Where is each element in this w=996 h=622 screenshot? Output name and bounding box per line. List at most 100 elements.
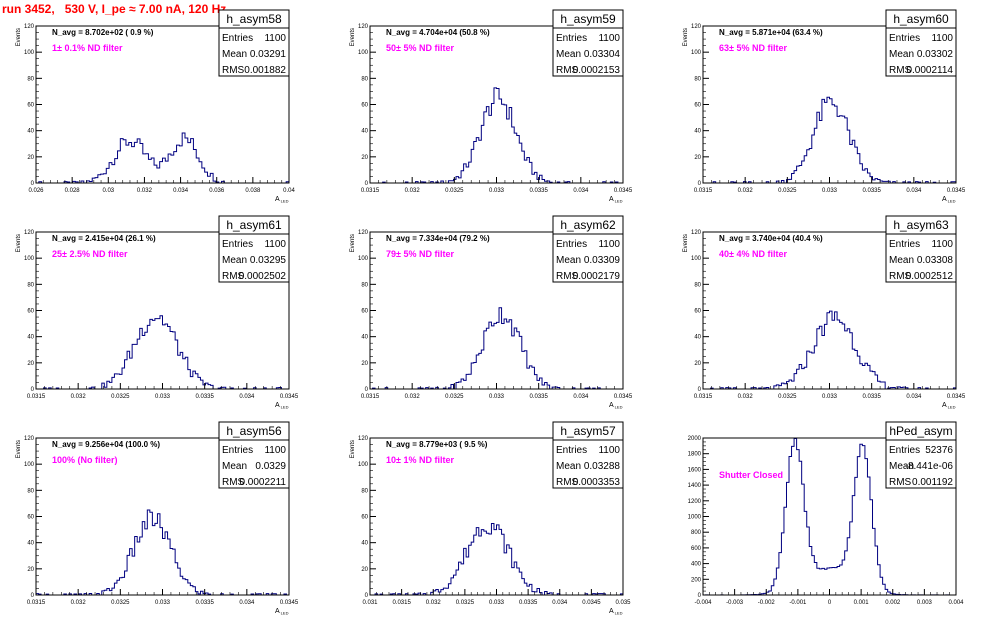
- stats-box: h_asym59 Entries 1100 Mean 0.03304 RMS0.00021…: [552, 9, 624, 77]
- y-axis-label: Events: [683, 234, 689, 252]
- y-tick-label: 1600: [688, 467, 702, 473]
- stat-value: 0.03309: [584, 255, 621, 266]
- x-tick-label: 0.034: [552, 600, 568, 606]
- stat-label: RMS: [222, 271, 245, 282]
- y-tick-label: 40: [27, 129, 34, 135]
- stat-value: 0.03295: [250, 255, 287, 266]
- x-tick-label: 0.038: [245, 188, 261, 194]
- y-tick-label: 100: [691, 50, 702, 56]
- y-tick-label: 0: [365, 181, 369, 187]
- stats-box: h_asym61 Entries 1100 Mean 0.03295 RMS0.00025…: [218, 215, 290, 283]
- x-tick-label: 0.033: [822, 188, 838, 194]
- x-tick-label: 0.036: [209, 188, 225, 194]
- histogram-panel-hPed_asym: 0 200 400 600 800 1000 1200 1400 1600 1800 2000 -0.…: [688, 421, 964, 606]
- stat-value: 1100: [264, 445, 286, 456]
- x-tick-label: 0.0325: [445, 394, 464, 400]
- x-tick-label: 0.0345: [280, 600, 299, 606]
- histogram-name: h_asym61: [226, 218, 282, 232]
- x-tick-label: 0.0335: [519, 600, 538, 606]
- stats-box-frame: [218, 215, 290, 283]
- x-tick-label: 0.031: [362, 600, 378, 606]
- stat-label: Mean: [556, 255, 581, 266]
- stat-value: -8.441e-06: [905, 461, 954, 472]
- y-tick-label: 1400: [688, 483, 702, 489]
- stat-label: RMS: [889, 271, 912, 282]
- stat-label: Entries: [222, 239, 253, 250]
- x-tick-label: 0.0345: [947, 394, 966, 400]
- navg-label: N_avg = 7.334e+04 (79.2 %): [386, 234, 490, 243]
- y-tick-label: 60: [361, 515, 368, 521]
- stat-label: Entries: [556, 33, 587, 44]
- x-tick-label: -0.001: [789, 600, 807, 606]
- x-tick-label: 0.001: [854, 600, 870, 606]
- y-axis-label: Events: [16, 234, 22, 252]
- filter-label: Shutter Closed: [719, 470, 783, 480]
- y-tick-label: 0: [365, 387, 369, 393]
- x-tick-label: 0.04: [283, 188, 295, 194]
- stat-label: Mean: [556, 49, 581, 60]
- y-tick-label: 120: [691, 24, 702, 30]
- y-tick-label: 40: [361, 129, 368, 135]
- x-axis-label: ALED: [609, 402, 623, 410]
- navg-label: N_avg = 2.415e+04 (26.1 %): [52, 234, 156, 243]
- y-tick-label: 1800: [688, 452, 702, 458]
- y-tick-label: 200: [691, 577, 702, 583]
- x-tick-label: 0.026: [28, 188, 44, 194]
- y-tick-label: 80: [361, 282, 368, 288]
- x-tick-label: 0.033: [822, 394, 838, 400]
- stat-value: 0.03291: [250, 49, 287, 60]
- y-tick-label: 400: [691, 562, 702, 568]
- stat-label: RMS: [556, 477, 579, 488]
- stat-label: RMS: [222, 477, 245, 488]
- filter-label: 50± 5% ND filter: [386, 43, 454, 53]
- stat-value: 0.0002512: [906, 271, 954, 282]
- x-tick-label: 0.033: [489, 188, 505, 194]
- x-axis-label: ALED: [609, 608, 623, 616]
- y-tick-label: 1200: [688, 499, 702, 505]
- y-axis-label: Events: [16, 28, 22, 46]
- stat-label: Entries: [556, 239, 587, 250]
- x-axis-label: ALED: [275, 196, 289, 204]
- x-axis-label: ALED: [942, 196, 956, 204]
- x-tick-label: 0.0315: [27, 394, 46, 400]
- stat-value: 52376: [925, 445, 953, 456]
- histogram-name: h_asym58: [226, 12, 282, 26]
- y-tick-label: 100: [358, 462, 369, 468]
- y-axis-label: Events: [350, 28, 356, 46]
- x-tick-label: 0.033: [155, 394, 171, 400]
- y-axis-label: Events: [683, 28, 689, 46]
- filter-label: 40± 4% ND filter: [719, 249, 787, 259]
- stats-box-frame: [552, 9, 624, 77]
- y-tick-label: 20: [694, 361, 701, 367]
- stat-label: Entries: [556, 445, 587, 456]
- stat-value: 0.0002502: [239, 271, 287, 282]
- stat-value: 1100: [598, 239, 620, 250]
- stat-value: 0.03304: [584, 49, 621, 60]
- x-tick-label: 0.0325: [445, 188, 464, 194]
- x-tick-label: 0.032: [71, 394, 87, 400]
- x-tick-label: 0.0315: [27, 600, 46, 606]
- histogram-panel-h_asym58: 0 20 40 60 80 100 120 0.026 0.028 0.03 0.032 0.034 0…: [16, 9, 295, 204]
- filter-label: 1± 0.1% ND filter: [52, 43, 123, 53]
- stat-value: 0.0002114: [906, 65, 953, 76]
- y-tick-label: 20: [361, 155, 368, 161]
- histogram-panel-h_asym57: 0 20 40 60 80 100 120 0.031 0.0315 0.032 0.0325 0.0…: [350, 421, 631, 616]
- filter-label: 63± 5% ND filter: [719, 43, 787, 53]
- y-tick-label: 60: [361, 309, 368, 315]
- x-tick-label: 0.032: [137, 188, 153, 194]
- x-tick-label: -0.003: [726, 600, 744, 606]
- histogram-name: h_asym57: [560, 424, 616, 438]
- y-tick-label: 80: [694, 282, 701, 288]
- y-tick-label: 120: [358, 436, 369, 442]
- filter-label: 100% (No filter): [52, 455, 118, 465]
- histogram-panel-h_asym56: 0 20 40 60 80 100 120 0.0315 0.032 0.0325 0.033 0.0…: [16, 421, 299, 616]
- y-tick-label: 0: [698, 181, 702, 187]
- x-tick-label: 0.0315: [392, 600, 411, 606]
- y-axis-label: Events: [16, 440, 22, 458]
- stats-box: h_asym56 Entries 1100 Mean 0.0329 RMS0.000221…: [218, 421, 290, 489]
- y-tick-label: 120: [24, 24, 35, 30]
- stats-box-frame: [218, 9, 290, 77]
- x-tick-label: 0.032: [426, 600, 442, 606]
- x-tick-label: 0.032: [71, 600, 87, 606]
- stats-box-frame: [218, 421, 290, 489]
